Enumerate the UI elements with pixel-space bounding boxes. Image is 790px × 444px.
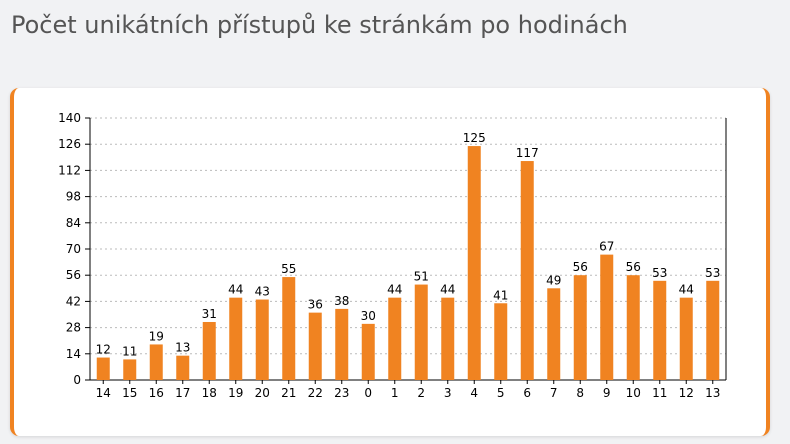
y-tick-label: 84 [66, 216, 81, 230]
data-label: 44 [679, 283, 694, 297]
bar [706, 280, 720, 380]
data-label: 56 [626, 260, 641, 274]
bar [123, 359, 137, 380]
x-tick-label: 7 [550, 386, 558, 400]
bar [653, 280, 667, 380]
x-tick-label: 9 [603, 386, 611, 400]
data-label: 117 [516, 146, 539, 160]
y-tick-label: 112 [58, 163, 81, 177]
x-tick-label: 1 [391, 386, 399, 400]
bar [176, 355, 190, 380]
bar [441, 297, 455, 380]
x-tick-label: 0 [364, 386, 372, 400]
x-tick-label: 17 [175, 386, 190, 400]
bar [96, 357, 110, 380]
page-title: Počet unikátních přístupů ke stránkám po… [11, 11, 628, 39]
x-tick-label: 10 [626, 386, 641, 400]
y-tick-label: 126 [58, 137, 81, 151]
data-label: 44 [387, 283, 402, 297]
data-label: 53 [705, 266, 720, 280]
data-label: 43 [255, 285, 270, 299]
data-label: 13 [175, 341, 190, 355]
data-label: 67 [599, 240, 614, 254]
bar [308, 312, 322, 380]
data-label: 53 [652, 266, 667, 280]
bar [600, 254, 614, 380]
x-tick-label: 14 [96, 386, 111, 400]
y-tick-label: 0 [73, 373, 81, 387]
x-tick-label: 22 [308, 386, 323, 400]
data-label: 19 [149, 329, 164, 343]
hourly-visits-bar-chart: 0142842567084981121261401214111519161317… [58, 111, 727, 400]
x-tick-label: 11 [652, 386, 667, 400]
y-tick-label: 14 [66, 347, 81, 361]
x-tick-label: 4 [470, 386, 478, 400]
bar [414, 284, 428, 380]
x-tick-label: 3 [444, 386, 452, 400]
data-label: 44 [440, 283, 455, 297]
bar [202, 321, 216, 380]
data-label: 56 [573, 260, 588, 274]
x-tick-label: 16 [149, 386, 164, 400]
bar [679, 297, 693, 380]
y-tick-label: 28 [66, 321, 81, 335]
data-label: 41 [493, 288, 508, 302]
y-tick-label: 140 [58, 111, 81, 125]
bar [361, 323, 375, 380]
x-tick-label: 15 [122, 386, 137, 400]
y-tick-label: 70 [66, 242, 81, 256]
bar [520, 161, 534, 380]
data-label: 125 [463, 131, 486, 145]
bar [229, 297, 243, 380]
x-tick-label: 19 [228, 386, 243, 400]
bar [573, 275, 587, 380]
x-tick-label: 2 [417, 386, 425, 400]
data-label: 44 [228, 283, 243, 297]
bar [547, 288, 561, 380]
bar [335, 308, 349, 380]
y-tick-label: 42 [66, 294, 81, 308]
x-tick-label: 18 [202, 386, 217, 400]
data-label: 12 [96, 343, 111, 357]
data-label: 30 [361, 309, 376, 323]
bar [494, 303, 508, 380]
y-tick-label: 56 [66, 268, 81, 282]
chart-card: 0 14 28 42 56 70 84 98 112 126 140 12 14 11 15 19 16 13 17… [10, 88, 770, 436]
bar [255, 299, 269, 380]
bar [149, 344, 163, 380]
bar [467, 146, 481, 380]
data-label: 31 [202, 307, 217, 321]
x-tick-label: 5 [497, 386, 505, 400]
bar [282, 277, 296, 380]
data-label: 11 [122, 344, 137, 358]
bar [388, 297, 402, 380]
x-tick-label: 21 [281, 386, 296, 400]
data-label: 49 [546, 273, 561, 287]
x-tick-label: 12 [679, 386, 694, 400]
x-tick-label: 20 [255, 386, 270, 400]
x-tick-label: 13 [705, 386, 720, 400]
data-label: 55 [281, 262, 296, 276]
data-label: 38 [334, 294, 349, 308]
y-tick-label: 98 [66, 190, 81, 204]
data-label: 51 [414, 270, 429, 284]
data-label: 36 [308, 298, 323, 312]
x-tick-label: 23 [334, 386, 349, 400]
bar [626, 275, 640, 380]
x-tick-label: 6 [523, 386, 531, 400]
x-tick-label: 8 [576, 386, 584, 400]
